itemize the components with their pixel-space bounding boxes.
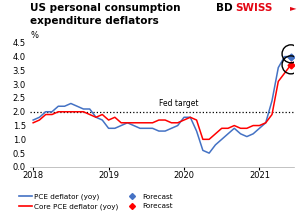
- Text: ►: ►: [290, 3, 296, 12]
- Text: BD: BD: [216, 3, 232, 13]
- Text: Fed target: Fed target: [159, 100, 198, 108]
- Text: SWISS: SWISS: [236, 3, 273, 13]
- Text: %: %: [30, 31, 38, 40]
- Text: US personal consumption
expenditure deflators: US personal consumption expenditure defl…: [30, 3, 181, 26]
- Legend: PCE deflator (yoy), Core PCE deflator (yoy), Forecast, Forecast: PCE deflator (yoy), Core PCE deflator (y…: [19, 194, 172, 210]
